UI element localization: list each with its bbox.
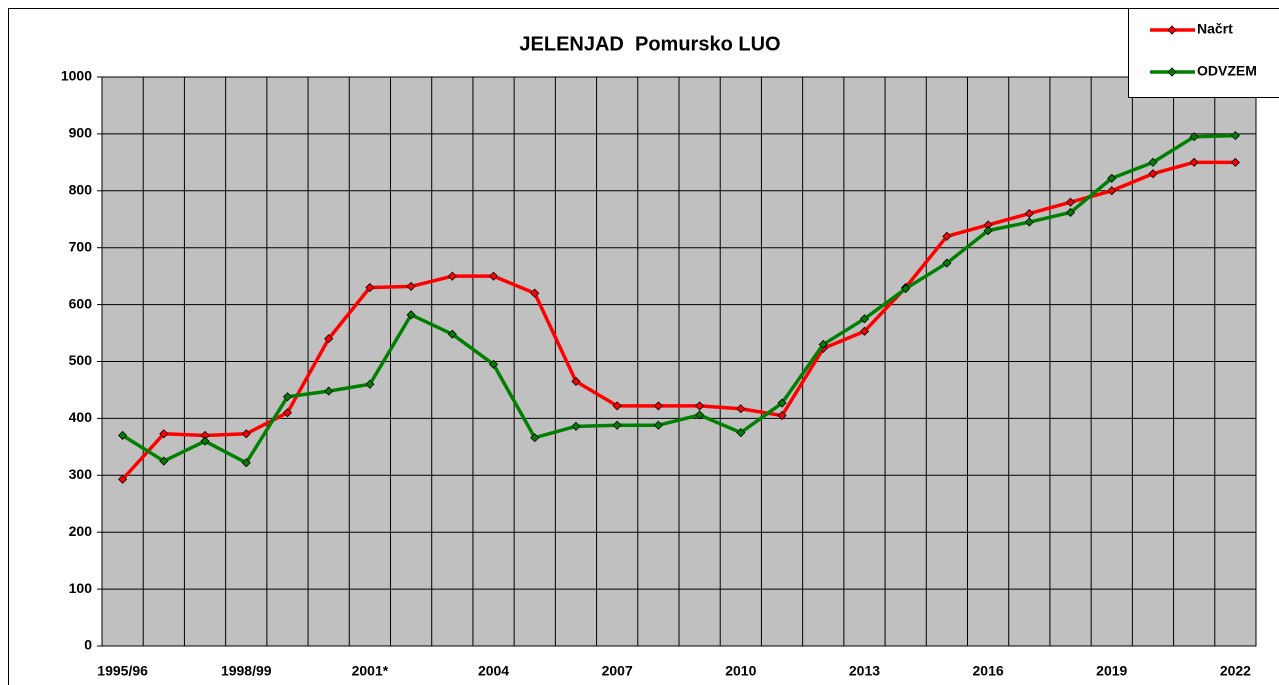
marker <box>447 329 457 339</box>
marker <box>1065 207 1076 217</box>
legend-marker <box>1167 25 1177 35</box>
marker <box>282 408 293 418</box>
marker <box>282 392 293 402</box>
marker <box>571 376 581 386</box>
marker <box>736 428 746 438</box>
marker <box>942 231 952 241</box>
marker <box>365 379 375 389</box>
x-tick-label: 2010 <box>725 663 756 679</box>
x-tick-label: 2022 <box>1220 663 1251 679</box>
marker <box>530 433 540 443</box>
marker <box>241 429 251 439</box>
chart-title: JELENJAD Pomursko LUO <box>519 33 780 55</box>
marker <box>324 334 334 344</box>
x-tick-label: 2019 <box>1096 663 1127 679</box>
y-tick-label: 800 <box>69 182 93 198</box>
marker <box>612 401 622 411</box>
marker <box>859 326 870 336</box>
marker <box>777 410 787 421</box>
legend-marker <box>1167 67 1177 77</box>
x-tick-label: 1995/96 <box>97 663 148 679</box>
marker <box>859 314 870 324</box>
marker <box>653 420 663 430</box>
y-tick-label: 100 <box>69 580 93 596</box>
x-tick-label: 2013 <box>849 663 880 679</box>
x-tick-label: 2004 <box>478 663 509 679</box>
marker <box>777 398 787 408</box>
y-tick-label: 200 <box>69 523 93 539</box>
marker <box>118 474 128 484</box>
marker <box>983 226 993 236</box>
y-tick-label: 1000 <box>61 68 92 84</box>
marker <box>653 401 663 411</box>
legend-box <box>1128 8 1279 98</box>
marker <box>1107 186 1117 196</box>
marker <box>695 410 705 420</box>
marker <box>571 421 581 431</box>
series-line <box>121 160 1236 481</box>
y-tick-label: 300 <box>69 466 93 482</box>
series-line <box>121 133 1236 465</box>
marker <box>1024 217 1034 227</box>
marker <box>695 401 705 411</box>
marker <box>159 456 169 466</box>
marker <box>200 436 210 446</box>
legend-label: ODVZEM <box>1197 63 1257 79</box>
marker <box>365 282 375 293</box>
x-tick-label: 1998/99 <box>221 663 272 679</box>
marker <box>530 288 540 298</box>
y-tick-label: 400 <box>69 409 93 425</box>
marker <box>488 271 499 281</box>
y-tick-label: 500 <box>69 352 93 368</box>
marker <box>942 258 952 268</box>
y-tick-label: 900 <box>69 125 93 141</box>
marker <box>612 420 622 430</box>
marker <box>488 359 499 369</box>
y-tick-label: 700 <box>69 238 93 254</box>
marker <box>406 281 416 291</box>
marker <box>159 429 169 439</box>
marker <box>1107 173 1117 183</box>
x-tick-label: 2016 <box>973 663 1004 679</box>
marker <box>324 386 334 396</box>
x-tick-label: 2001* <box>352 663 389 679</box>
marker <box>1148 157 1158 167</box>
legend-label: Načrt <box>1197 21 1233 37</box>
marker <box>901 284 911 294</box>
marker <box>1230 157 1240 167</box>
marker <box>1230 131 1240 141</box>
marker <box>1189 157 1199 167</box>
marker <box>818 339 828 349</box>
x-tick-label: 2007 <box>602 663 633 679</box>
marker <box>1189 132 1199 142</box>
plot <box>101 76 1257 647</box>
marker <box>736 404 746 414</box>
marker <box>1148 169 1158 179</box>
y-tick-label: 0 <box>84 637 92 653</box>
marker <box>406 310 416 320</box>
marker <box>241 458 251 468</box>
marker <box>118 430 128 441</box>
marker <box>447 271 457 281</box>
marker <box>1065 197 1076 207</box>
y-tick-label: 600 <box>69 295 93 311</box>
